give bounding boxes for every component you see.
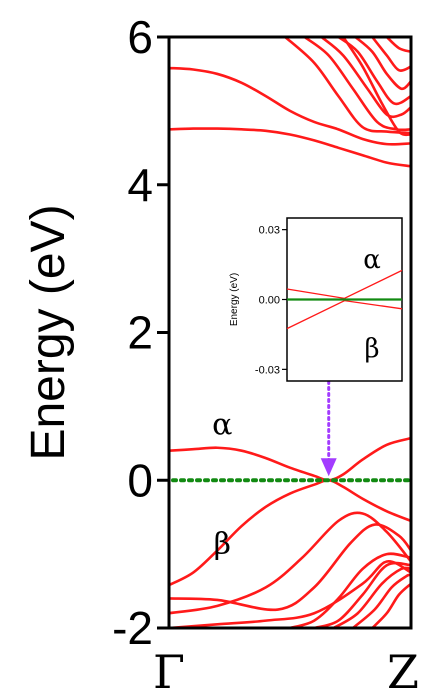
y-tick-label-0: -2 <box>112 602 153 654</box>
annotation-beta: β <box>214 527 231 562</box>
inset-y-tick-label-1: 0.00 <box>259 295 280 307</box>
inset-y-tick-label-0: -0.03 <box>255 364 280 376</box>
band-line-4 <box>169 523 411 612</box>
band-line-15 <box>320 37 411 119</box>
band-line-17 <box>354 37 411 91</box>
band-line-18 <box>370 37 411 72</box>
inset-plot: -0.03 0.00 0.03 Energy (eV) α β <box>229 217 403 382</box>
inset-annotation-alpha: α <box>363 245 381 275</box>
band-line-6 <box>288 552 411 628</box>
band-line-20 <box>341 37 411 137</box>
y-tick-label-4: 6 <box>127 11 153 63</box>
band-line-7 <box>312 561 411 628</box>
band-line-11 <box>169 127 411 168</box>
band-lines <box>169 37 411 628</box>
band-line-3 <box>169 511 411 615</box>
y-axis-title: Energy (eV) <box>22 204 75 460</box>
x-tick-label-gamma: Γ <box>153 645 185 694</box>
band-line-8 <box>332 566 411 628</box>
inset-annotation-beta: β <box>364 334 379 364</box>
band-line-1 <box>169 436 411 482</box>
band-line-9 <box>351 573 411 628</box>
inset-y-axis-title: Energy (eV) <box>229 273 240 326</box>
y-tick-label-1: 0 <box>127 454 153 506</box>
inset-band-line-1 <box>286 269 403 300</box>
band-line-19 <box>385 37 411 54</box>
y-tick-label-3: 4 <box>127 159 153 211</box>
band-line-5 <box>169 560 411 628</box>
x-tick-label-z: Z <box>387 645 419 694</box>
inset-band-line-2 <box>286 299 403 330</box>
band-line-12 <box>169 66 411 146</box>
band-line-2 <box>169 478 411 587</box>
inset-y-tick-label-2: 0.03 <box>259 225 280 237</box>
connector-arrow-head <box>320 458 337 477</box>
band-line-16 <box>337 37 411 106</box>
y-tick-label-2: 2 <box>127 307 153 359</box>
band-line-10 <box>370 582 411 628</box>
main-plot: -2 0 2 4 6 Γ Z Energy (eV) α β <box>22 11 419 694</box>
band-line-13 <box>283 37 411 135</box>
annotation-alpha: α <box>212 407 232 442</box>
